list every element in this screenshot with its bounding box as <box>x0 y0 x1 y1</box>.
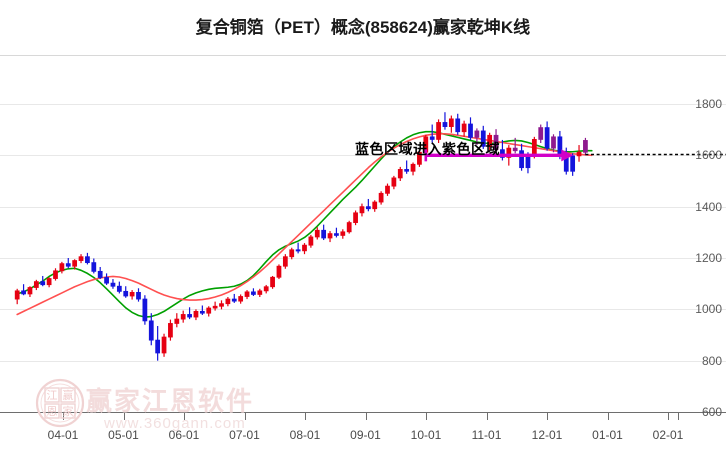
y-axis-tick-label: 800 <box>701 353 722 368</box>
x-axis-tick-label: 09-01 <box>350 428 381 442</box>
page-title: 复合铜箔（PET）概念(858624)赢家乾坤K线 <box>195 18 531 37</box>
x-axis-tick-label: 02-01 <box>652 428 684 442</box>
x-axis-tick-label: 05-01 <box>108 428 139 442</box>
svg-text:家: 家 <box>63 404 74 418</box>
svg-text:赢: 赢 <box>63 388 74 402</box>
y-axis-tick-label: 600 <box>701 405 722 419</box>
x-axis-tick-label: 11-01 <box>471 428 502 442</box>
y-axis-tick-label: 1600 <box>695 148 722 163</box>
x-axis-tick-label: 01-01 <box>592 428 623 442</box>
x-axis-tick-label: 07-01 <box>229 428 260 442</box>
x-axis-tick-label: 06-01 <box>168 428 200 442</box>
y-axis-tick-label: 1800 <box>695 97 722 111</box>
x-axis-tick-label: 12-01 <box>531 428 563 442</box>
svg-text:江: 江 <box>47 389 58 402</box>
y-axis-tick-label: 1200 <box>695 251 722 265</box>
x-axis-tick-label: 04-01 <box>47 428 79 442</box>
y-axis-tick-label: 1000 <box>695 302 722 317</box>
watermark-seal-icon: 江 赢 恩 家 <box>35 378 85 428</box>
svg-text:恩: 恩 <box>47 405 58 418</box>
x-axis-tick-label: 10-01 <box>410 428 442 442</box>
watermark-url-text: www.360gann.com <box>104 415 246 432</box>
x-axis-tick-label: 08-01 <box>289 428 321 442</box>
chart-annotation-label: 蓝色区域进入紫色区域 <box>355 141 500 157</box>
watermark-brand-text: 赢家江恩软件 <box>86 386 255 416</box>
y-axis-tick-label: 1400 <box>695 199 722 214</box>
